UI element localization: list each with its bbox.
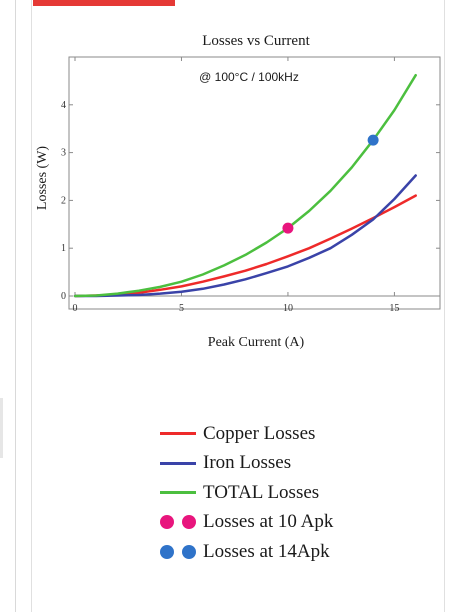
y-axis-label: Losses (W) — [35, 146, 50, 210]
legend-item: Iron Losses — [160, 449, 400, 479]
y-tick-label: 0 — [61, 291, 66, 302]
series-line-total-losses — [73, 73, 417, 298]
chart-annotation: @ 100°C / 100kHz — [199, 70, 299, 84]
y-tick-label: 1 — [61, 243, 66, 254]
legend-dot-swatch — [160, 515, 196, 530]
legend-dot — [160, 544, 174, 559]
left-divider — [15, 0, 16, 612]
series-line-iron-losses — [73, 174, 417, 298]
series-layer — [73, 73, 417, 298]
x-tick-label: 10 — [283, 303, 293, 314]
marker-losses-at-14apk — [367, 134, 379, 146]
chart-legend: Copper Losses Iron Losses TOTAL Losses Loss… — [160, 419, 400, 567]
y-tick-label: 2 — [61, 195, 66, 206]
x-tick-label: 15 — [389, 303, 399, 314]
legend-item: Losses at 14Apk — [160, 537, 400, 567]
legend-line-swatch — [160, 491, 196, 495]
legend-line-swatch — [160, 432, 196, 436]
left-scroll-marker — [0, 398, 3, 458]
marker-layer — [282, 134, 379, 234]
legend-dot — [182, 544, 196, 559]
content-panel — [31, 0, 445, 612]
legend-label: TOTAL Losses — [203, 481, 320, 503]
legend-item: Copper Losses — [160, 419, 400, 449]
y-tick-label: 3 — [61, 148, 66, 159]
y-tick-label: 4 — [61, 100, 66, 111]
legend-label: Losses at 14Apk — [203, 540, 330, 562]
accent-bar — [33, 0, 175, 6]
legend-line-swatch — [160, 461, 196, 465]
marker-losses-at-10-apk — [282, 222, 294, 234]
x-tick-label: 5 — [179, 303, 184, 314]
x-axis-label: Peak Current (A) — [208, 335, 305, 350]
legend-label: Losses at 10 Apk — [203, 511, 334, 533]
legend-dot-swatch — [160, 544, 196, 559]
legend-dot — [160, 515, 174, 530]
legend-dot — [182, 515, 196, 530]
x-tick-label: 0 — [73, 303, 78, 314]
plot-frame — [68, 56, 441, 310]
left-gutter — [0, 0, 16, 612]
series-line-copper-losses — [73, 194, 417, 298]
chart-title: Losses vs Current — [202, 33, 310, 49]
legend-label: Iron Losses — [203, 452, 292, 474]
legend-item: Losses at 10 Apk — [160, 508, 400, 538]
legend-item: TOTAL Losses — [160, 478, 400, 508]
legend-label: Copper Losses — [203, 422, 316, 444]
axes-layer: 0 5 10 15 0 1 2 3 4 — [61, 57, 440, 314]
